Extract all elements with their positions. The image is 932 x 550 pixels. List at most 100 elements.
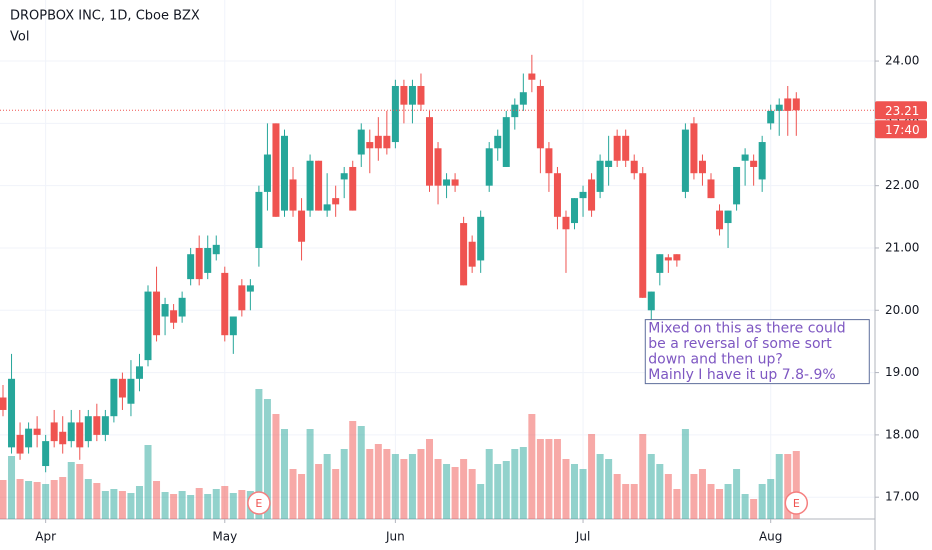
earnings-label: E xyxy=(793,497,800,510)
volume-bar xyxy=(349,421,357,519)
volume-bar xyxy=(622,484,630,519)
volume-bar xyxy=(630,484,638,519)
candle-body xyxy=(767,110,775,124)
volume-bar xyxy=(664,474,672,519)
candle-body xyxy=(536,85,544,149)
volume-bar xyxy=(366,449,374,519)
candle-body xyxy=(8,378,16,448)
x-tick-label: Jul xyxy=(575,530,590,544)
candle-body xyxy=(400,85,408,105)
volume-bar xyxy=(280,429,288,519)
volume-bar xyxy=(571,464,579,519)
volume-bar xyxy=(647,454,655,519)
volume-bar xyxy=(42,484,50,519)
candle-body xyxy=(229,316,237,336)
annotation-text: be a reversal of some sort xyxy=(648,336,832,352)
candle-body xyxy=(144,291,152,361)
candle-body xyxy=(630,160,638,174)
earnings-label: E xyxy=(255,497,262,510)
candle-body xyxy=(289,179,297,211)
y-tick-label: 21.00 xyxy=(885,240,919,254)
volume-bar xyxy=(451,467,459,519)
candle-body xyxy=(238,285,246,311)
volume-bar xyxy=(613,474,621,519)
volume-bar xyxy=(460,459,468,519)
volume-bar xyxy=(502,461,510,519)
volume-bar xyxy=(792,451,800,519)
candle-body xyxy=(178,297,186,317)
candle-body xyxy=(460,223,468,286)
volume-bar xyxy=(733,469,741,519)
candle-body xyxy=(434,148,442,186)
volume-bar xyxy=(204,494,212,519)
candle-body xyxy=(374,135,382,149)
volume-bar xyxy=(323,454,331,519)
candle-body xyxy=(195,247,203,280)
candle-body xyxy=(613,135,621,161)
x-tick-label: Aug xyxy=(759,530,782,544)
candle-body xyxy=(545,148,553,174)
candle-body xyxy=(84,416,92,442)
volume-bar xyxy=(426,439,433,519)
candle-body xyxy=(298,210,306,242)
last-price-label: 23.21 xyxy=(885,104,919,118)
volume-bar xyxy=(485,449,493,519)
x-tick-label: May xyxy=(212,530,237,544)
y-tick-label: 22.00 xyxy=(885,178,919,192)
volume-bar xyxy=(298,474,306,519)
candle-body xyxy=(596,160,604,192)
earnings-marker xyxy=(784,491,809,515)
volume-bar xyxy=(110,489,118,519)
candle-body xyxy=(579,191,587,199)
y-tick-label: 20.00 xyxy=(885,303,919,317)
candle-body xyxy=(502,117,510,167)
x-tick-label: Apr xyxy=(35,530,56,544)
volume-bar xyxy=(681,429,689,519)
candle-body xyxy=(187,254,195,280)
candle-body xyxy=(118,378,126,398)
candle-body xyxy=(588,179,596,211)
annotation-text: down and then up? xyxy=(648,352,783,368)
candle-body xyxy=(698,160,706,174)
volume-bar xyxy=(306,429,314,519)
candle-body xyxy=(366,142,374,149)
volume-bar xyxy=(374,444,382,519)
candle-body xyxy=(792,98,800,111)
volume-bar xyxy=(707,484,715,519)
candle-body xyxy=(161,304,169,317)
volume-bar xyxy=(33,482,41,519)
candle-body xyxy=(306,160,314,211)
volume-bar xyxy=(690,474,698,519)
annotation-box xyxy=(644,319,870,385)
candle-body xyxy=(656,254,664,273)
candle-body xyxy=(246,285,254,292)
volume-label: Vol xyxy=(10,30,29,45)
volume-bar xyxy=(391,454,399,519)
candle-body xyxy=(571,198,579,224)
volume-bar xyxy=(16,479,24,519)
volume-bar xyxy=(357,426,365,519)
candle-body xyxy=(67,422,75,442)
volume-bar xyxy=(383,449,391,519)
volume-bar xyxy=(553,439,561,519)
candle-body xyxy=(775,104,783,111)
candle-body xyxy=(707,179,715,199)
candle-body xyxy=(25,428,33,448)
candle-body xyxy=(255,191,263,248)
candle-body xyxy=(639,173,647,298)
volume-bar xyxy=(315,464,323,519)
candle-body xyxy=(76,422,84,448)
candle-body xyxy=(0,397,7,410)
volume-bar xyxy=(775,454,783,519)
volume-bar xyxy=(0,480,7,519)
volume-bar xyxy=(93,483,101,519)
candle-body xyxy=(485,148,493,186)
volume-bar xyxy=(511,449,519,519)
candle-body xyxy=(383,135,391,149)
candle-body xyxy=(519,92,527,105)
candle-body xyxy=(477,216,485,261)
annotation-text: Mainly I have it up 7.8-.9% xyxy=(648,367,835,383)
candle-body xyxy=(33,428,41,435)
candle-body xyxy=(221,272,229,336)
candle-body xyxy=(605,160,613,167)
